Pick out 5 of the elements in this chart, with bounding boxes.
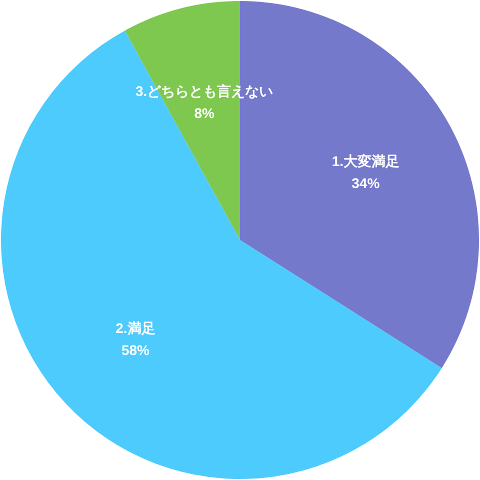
data-label: 34% bbox=[352, 174, 380, 191]
slice-label: 2.満足 bbox=[116, 320, 156, 336]
slice-label: 1.大変満足 bbox=[332, 152, 400, 169]
data-label: 8% bbox=[194, 105, 216, 122]
data-label: 58% bbox=[121, 342, 150, 358]
